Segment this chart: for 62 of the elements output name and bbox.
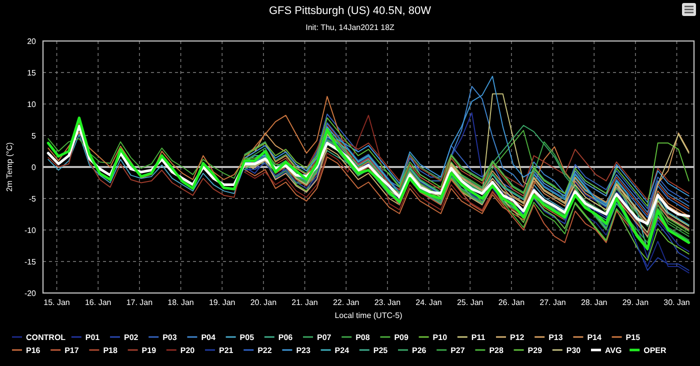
- legend-label: P30: [566, 346, 582, 355]
- y-axis-title: 2m Temp (°C): [5, 142, 14, 192]
- legend-label: AVG: [605, 346, 622, 355]
- legend-label: P21: [219, 346, 234, 355]
- x-tick-label: 29. Jan: [622, 298, 649, 307]
- x-tick-label: 21. Jan: [292, 298, 318, 307]
- chart-title: GFS Pittsburgh (US) 40.5N, 80W: [269, 5, 432, 17]
- legend-label: P25: [373, 346, 388, 355]
- legend-label: P04: [201, 332, 216, 342]
- legend-label: P23: [296, 346, 311, 355]
- y-tick-label: -15: [24, 257, 37, 266]
- y-tick-label: -10: [24, 226, 37, 235]
- legend-label: CONTROL: [26, 332, 66, 342]
- legend-label: P12: [510, 332, 525, 342]
- chart-subtitle: Init: Thu, 14Jan2021 18Z: [306, 23, 395, 32]
- legend-label: P01: [85, 332, 100, 342]
- x-axis-title: Local time (UTC-5): [334, 311, 403, 320]
- y-tick-label: 5: [32, 131, 37, 140]
- y-tick-label: -20: [24, 288, 37, 298]
- x-tick-label: 16. Jan: [84, 298, 112, 307]
- legend-label: P24: [334, 346, 350, 355]
- x-tick-label: 26. Jan: [498, 298, 525, 307]
- x-tick-label: 27. Jan: [540, 298, 566, 307]
- x-tick-label: 25. Jan: [456, 298, 484, 307]
- x-tick-label: 19. Jan: [208, 298, 236, 307]
- legend-label: P08: [356, 332, 370, 342]
- y-tick-label: 0: [32, 162, 37, 172]
- x-tick-label: 17. Jan: [126, 298, 153, 307]
- x-tick-label: 18. Jan: [168, 298, 194, 307]
- x-tick-label: 23. Jan: [374, 298, 401, 307]
- legend-label: P11: [471, 332, 486, 342]
- x-tick-label: 24. Jan: [416, 298, 442, 307]
- legend-label: P03: [162, 332, 178, 342]
- legend-label: P15: [626, 332, 641, 342]
- legend-label: OPER: [644, 346, 666, 355]
- y-tick-label: 20: [27, 36, 37, 46]
- legend-label: P09: [394, 332, 409, 342]
- legend-label: P16: [26, 346, 41, 355]
- legend-label: P06: [278, 332, 294, 342]
- legend-label: P20: [180, 346, 196, 355]
- legend-label: P28: [489, 346, 504, 355]
- legend-label: P14: [587, 332, 602, 342]
- legend-label: P22: [258, 346, 272, 355]
- x-tick-label: 22. Jan: [332, 298, 360, 307]
- legend-label: P02: [124, 332, 139, 342]
- legend-label: P10: [432, 332, 448, 342]
- y-tick-label: 15: [27, 68, 37, 78]
- x-tick-label: 30. Jan: [664, 298, 690, 307]
- legend-label: P05: [240, 332, 255, 342]
- y-tick-label: -5: [28, 194, 37, 204]
- x-tick-label: 28. Jan: [580, 298, 608, 307]
- y-tick-label: 10: [27, 100, 37, 109]
- legend-label: P07: [317, 332, 332, 342]
- legend-label: P27: [450, 346, 466, 355]
- legend-label: P17: [64, 346, 80, 355]
- x-tick-label: 20. Jan: [250, 298, 277, 307]
- legend-label: P26: [412, 346, 427, 355]
- legend-label: P19: [142, 346, 157, 355]
- legend-label: P29: [528, 346, 543, 355]
- x-tick-label: 15. Jan: [44, 298, 70, 307]
- legend-label: P18: [103, 346, 118, 355]
- legend-label: P13: [548, 332, 564, 342]
